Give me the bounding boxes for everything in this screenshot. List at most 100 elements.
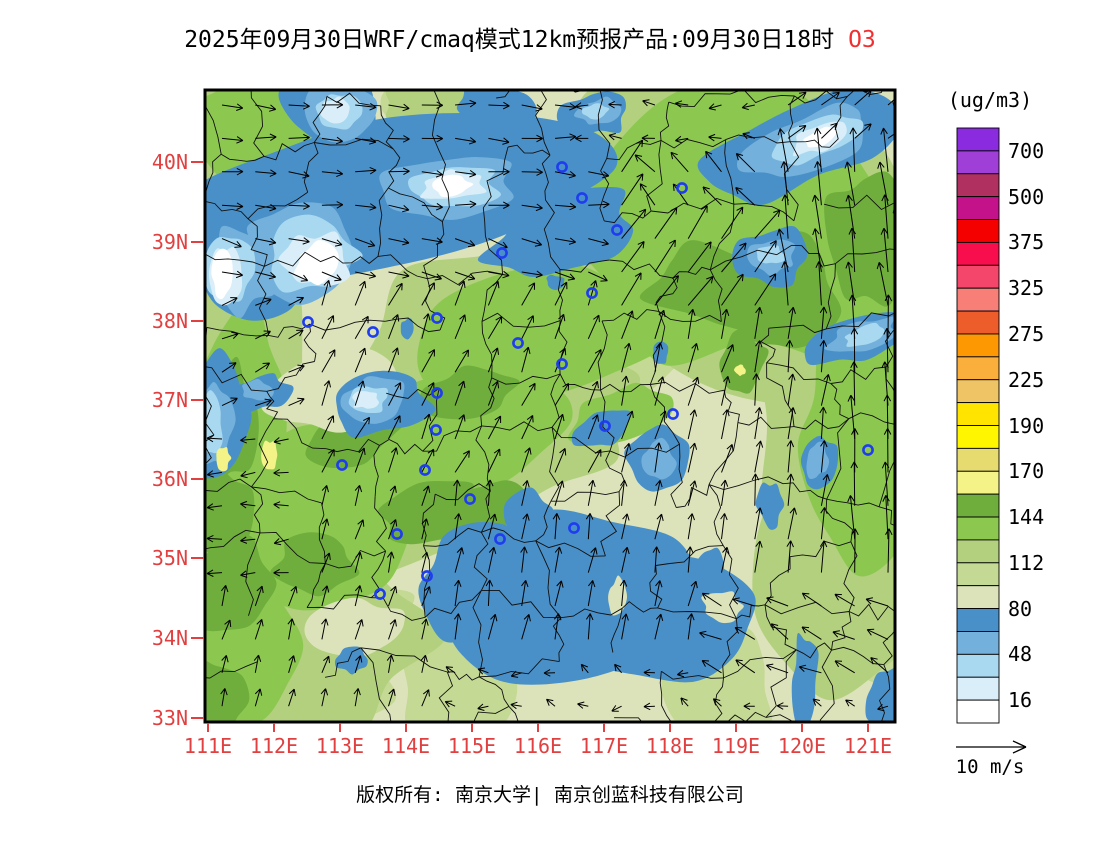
colorbar-swatch [956,516,1000,541]
colorbar-swatch [956,356,1000,381]
colorbar-swatch [956,631,1000,655]
colorbar-swatch [956,562,1000,587]
contour-fill-region [304,597,406,657]
contour-fill-region [734,364,746,376]
contour-fill-region [581,103,610,120]
colorbar-swatch [956,287,1000,312]
lon-axis-label: 116E [513,734,563,758]
contour-fill-region [211,248,233,300]
station-marker [586,287,598,299]
wind-scale-arrow-icon [956,740,1027,754]
colorbar-swatch [956,447,1000,472]
colorbar-tick-label: 375 [1008,230,1045,254]
station-marker [862,444,874,456]
colorbar-swatch [956,493,1000,518]
contour-fill-region [608,575,628,616]
station-marker [367,326,379,338]
station-marker [676,182,688,194]
lat-axis-label: 37N [151,388,188,412]
station-marker [464,493,476,505]
colorbar-tick-label: 144 [1008,505,1045,529]
station-marker [336,459,348,471]
lat-axis-label: 36N [151,467,188,491]
station-marker [496,247,508,259]
lon-axis-label: 118E [645,734,695,758]
lon-axis-label: 119E [711,734,761,758]
contour-fill-region [334,646,368,675]
contour-fill-region [205,467,255,571]
contour-fill-region [270,532,360,597]
station-marker [556,161,568,173]
map-area [205,90,895,722]
colorbar-tick-label: 275 [1008,322,1045,346]
pollutant-label: O3 [848,27,876,53]
lon-axis-label: 115E [447,734,497,758]
contour-fill-region [865,667,895,722]
axis-ticks [191,161,869,732]
colorbar-swatch [956,196,1000,220]
contour-fill-region [456,90,537,136]
colorbar-swatch [956,264,1000,289]
colorbar-swatch [956,150,1000,175]
station-marker [302,316,314,328]
colorbar-swatch [956,310,1000,335]
colorbar-swatch [956,608,1000,632]
lat-axis-label: 35N [151,546,188,570]
contour-fill-region [418,522,541,645]
lon-axis-label: 120E [777,734,827,758]
colorbar-swatch [956,676,1000,701]
colorbar-tick-label: 190 [1008,414,1045,438]
colorbar-swatch [956,173,1000,198]
wind-vectors [206,90,895,712]
lon-axis-label: 114E [381,734,431,758]
colorbar-swatch [956,699,1000,724]
contour-fill-region [797,318,895,577]
colorbar-tick-label: 170 [1008,459,1045,483]
station-marker [374,588,386,600]
station-marker [431,387,443,399]
contour-fill-region [205,660,250,722]
lat-axis-label: 34N [151,626,188,650]
lat-axis-label: 38N [151,309,188,333]
contour-fill-region [352,391,380,409]
station-marker [431,312,443,324]
colorbar-swatch [956,127,1000,152]
contour-fill-region [400,318,414,340]
plot-title-text: 2025年09月30日WRF/cmaq模式12km预报产品:09月30日18时 [184,27,835,53]
colorbar-swatch [956,379,1000,404]
station-marker [494,533,506,545]
colorbar-tick-label: 225 [1008,368,1045,392]
lon-axis-label: 112E [249,734,299,758]
colorbar-swatch [956,585,1000,610]
colorbar-tick-label: 16 [1008,688,1033,712]
colorbar-swatch [956,333,1000,358]
colorbar-swatch [956,653,1000,678]
station-marker [599,420,611,432]
station-marker [421,570,433,582]
lat-axis-label: 39N [151,230,188,254]
station-marker [667,408,679,420]
lat-axis-label: 33N [151,706,188,730]
plot-title: 2025年09月30日WRF/cmaq模式12km预报产品:09月30日18时 O… [0,20,1060,54]
contour-fill-region [755,482,785,530]
contour-fill-region [477,186,634,278]
map-frame [203,88,897,724]
contour-fill-region [320,96,350,124]
lon-axis-label: 121E [843,734,893,758]
wind-scale-label: 10 m/s [955,756,1025,778]
colorbar-unit-label: (ug/m3) [947,88,1033,112]
contour-fill-region [216,447,232,472]
colorbar-swatch [956,425,1000,449]
colorbar-tick-label: 112 [1008,551,1045,575]
lon-axis-label: 113E [315,734,365,758]
admin-boundaries [205,90,895,722]
colorbar-swatch [956,241,1000,266]
station-marker [568,522,580,534]
station-marker [576,192,588,204]
lat-axis-label: 40N [151,150,188,174]
colorbar-tick-label: 325 [1008,276,1045,300]
colorbar [956,127,1000,724]
lon-axis-label: 111E [183,734,233,758]
